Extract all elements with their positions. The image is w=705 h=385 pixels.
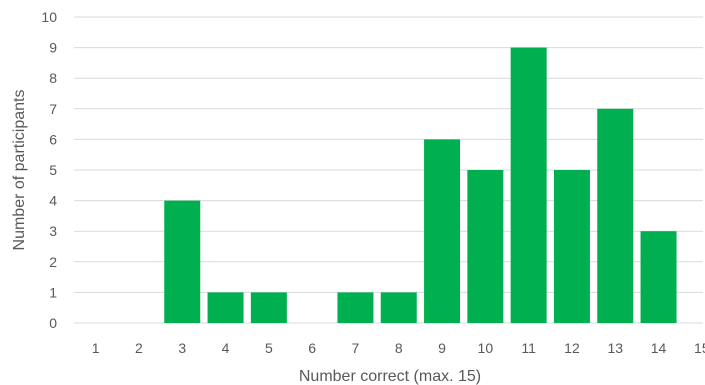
y-tick-label: 4 bbox=[49, 193, 57, 209]
x-tick-label: 9 bbox=[438, 340, 446, 356]
x-tick-label: 4 bbox=[222, 340, 230, 356]
y-tick-label: 10 bbox=[41, 9, 57, 25]
bar-13 bbox=[597, 108, 634, 323]
y-tick-label: 7 bbox=[49, 101, 57, 117]
x-tick-label: 5 bbox=[265, 340, 273, 356]
bar-8 bbox=[380, 292, 417, 323]
x-tick-label: 3 bbox=[178, 340, 186, 356]
x-tick-label: 2 bbox=[135, 340, 143, 356]
x-tick-label: 12 bbox=[564, 340, 580, 356]
y-tick-label: 8 bbox=[49, 70, 57, 86]
bar-11 bbox=[510, 47, 547, 323]
y-tick-label: 5 bbox=[49, 162, 57, 178]
bar-4 bbox=[207, 292, 244, 323]
y-tick-label: 0 bbox=[49, 315, 57, 331]
bar-10 bbox=[467, 170, 504, 323]
y-tick-label: 3 bbox=[49, 223, 57, 239]
x-axis-title: Number correct (max. 15) bbox=[299, 368, 481, 385]
bar-5 bbox=[250, 292, 287, 323]
y-tick-label: 2 bbox=[49, 254, 57, 270]
x-axis-ticks: 123456789101112131415 bbox=[92, 340, 705, 356]
x-tick-label: 11 bbox=[521, 340, 536, 356]
y-tick-label: 9 bbox=[49, 40, 57, 56]
x-tick-label: 14 bbox=[651, 340, 667, 356]
x-tick-label: 13 bbox=[607, 340, 623, 356]
y-tick-label: 1 bbox=[49, 284, 57, 300]
x-tick-label: 8 bbox=[395, 340, 403, 356]
x-tick-label: 1 bbox=[92, 340, 100, 356]
y-axis-ticks: 0 1 2 3 4 5 6 7 8 9 10 bbox=[41, 9, 57, 331]
bar-12 bbox=[553, 170, 590, 323]
bar-7 bbox=[337, 292, 374, 323]
y-axis-title: Number of participants bbox=[11, 90, 28, 251]
bar-14 bbox=[640, 231, 677, 323]
bar-3 bbox=[164, 200, 201, 323]
x-tick-label: 7 bbox=[352, 340, 360, 356]
bars bbox=[164, 47, 677, 323]
x-tick-label: 15 bbox=[694, 340, 705, 356]
y-tick-label: 6 bbox=[49, 131, 57, 147]
bar-9 bbox=[424, 139, 461, 323]
x-tick-label: 10 bbox=[478, 340, 494, 356]
x-tick-label: 6 bbox=[308, 340, 316, 356]
